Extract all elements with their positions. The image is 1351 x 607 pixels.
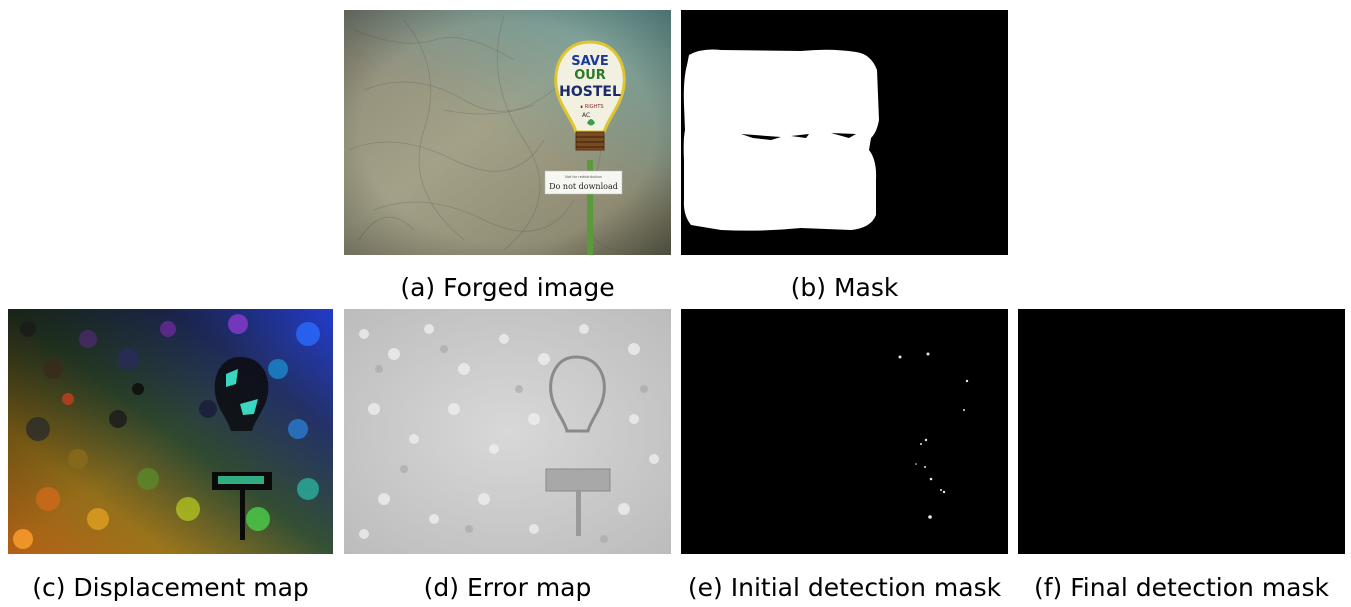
displacement-map <box>8 309 333 554</box>
sign-text-rights: ∎ RIGHTS <box>580 104 604 110</box>
forged-image: SAVE OUR HOSTEL ∎ RIGHTS AC Not for redi… <box>344 10 671 255</box>
caption-c: (c) Displacement map <box>32 573 309 602</box>
sign-text-save: SAVE <box>571 54 608 69</box>
mask-image <box>681 10 1008 255</box>
mask-region <box>683 49 879 231</box>
notice-small-text: Not for redistribution <box>565 175 602 179</box>
lightbulb-sign: SAVE OUR HOSTEL ∎ RIGHTS AC <box>554 40 626 151</box>
caption-f: (f) Final detection mask <box>1033 573 1329 602</box>
caption-d: (d) Error map <box>423 573 592 602</box>
notice-label: Not for redistribution Do not download <box>544 170 623 195</box>
error-map <box>344 309 671 554</box>
caption-b: (b) Mask <box>790 273 899 302</box>
sign-text-ac: AC <box>582 112 590 119</box>
sign-text-our: OUR <box>574 68 606 83</box>
initial-detection-mask <box>681 309 1008 554</box>
notice-large-text: Do not download <box>549 182 618 191</box>
final-detection-mask <box>1018 309 1345 554</box>
caption-a: (a) Forged image <box>400 273 615 302</box>
caption-e: (e) Initial detection mask <box>687 573 1002 602</box>
sign-text-hostel: HOSTEL <box>559 84 621 100</box>
